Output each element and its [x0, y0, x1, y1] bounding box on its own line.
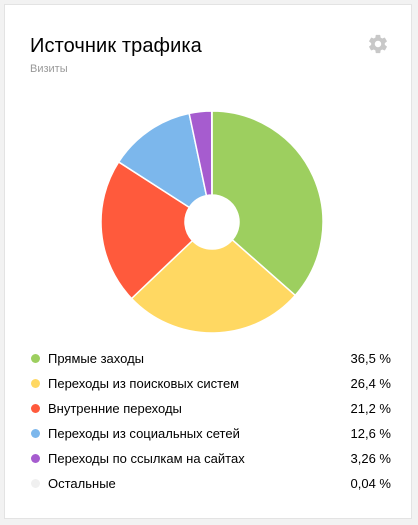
legend-value: 36,5 %: [350, 351, 391, 366]
legend-item[interactable]: Переходы из социальных сетей 12,6 %: [29, 421, 391, 446]
pie-slice-1[interactable]: [211, 110, 324, 297]
legend-color-dot: [31, 454, 40, 463]
legend-color-dot: [31, 404, 40, 413]
legend-color-dot: [31, 354, 40, 363]
legend-item[interactable]: Внутренние переходы 21,2 %: [29, 396, 391, 421]
legend-value: 21,2 %: [350, 401, 391, 416]
widget-subtitle: Визиты: [30, 63, 68, 75]
legend-label: Внутренние переходы: [48, 401, 182, 416]
gear-icon[interactable]: [367, 33, 389, 55]
legend-label: Переходы по ссылкам на сайтах: [48, 451, 245, 466]
legend-color-dot: [31, 379, 40, 388]
legend-value: 26,4 %: [350, 376, 391, 391]
legend-label: Переходы из социальных сетей: [48, 426, 240, 441]
legend-color-dot: [31, 429, 40, 438]
legend-item[interactable]: Прямые заходы 36,5 %: [29, 346, 391, 371]
legend-value: 3,26 %: [350, 451, 391, 466]
traffic-source-widget: Источник трафика Визиты Прямые заходы 36,…: [4, 4, 412, 519]
chart-legend: Прямые заходы 36,5 % Переходы из поисковых…: [29, 346, 391, 496]
legend-item[interactable]: Остальные 0,04 %: [29, 471, 391, 496]
pie-slice-3[interactable]: [100, 161, 194, 300]
pie-slice-4[interactable]: [117, 112, 208, 209]
widget-title: Источник трафика: [30, 35, 202, 57]
legend-value: 12,6 %: [350, 426, 391, 441]
legend-label: Прямые заходы: [48, 351, 145, 366]
legend-item[interactable]: Переходы из поисковых систем 26,4 %: [29, 371, 391, 396]
pie-slice-2[interactable]: [130, 239, 297, 334]
legend-item[interactable]: Переходы по ссылкам на сайтах 3,26 %: [29, 446, 391, 471]
legend-value: 0,04 %: [350, 476, 391, 491]
legend-label: Остальные: [48, 476, 116, 491]
legend-label: Переходы из поисковых систем: [48, 376, 240, 391]
traffic-donut-chart: [100, 110, 324, 334]
legend-color-dot: [31, 479, 40, 488]
